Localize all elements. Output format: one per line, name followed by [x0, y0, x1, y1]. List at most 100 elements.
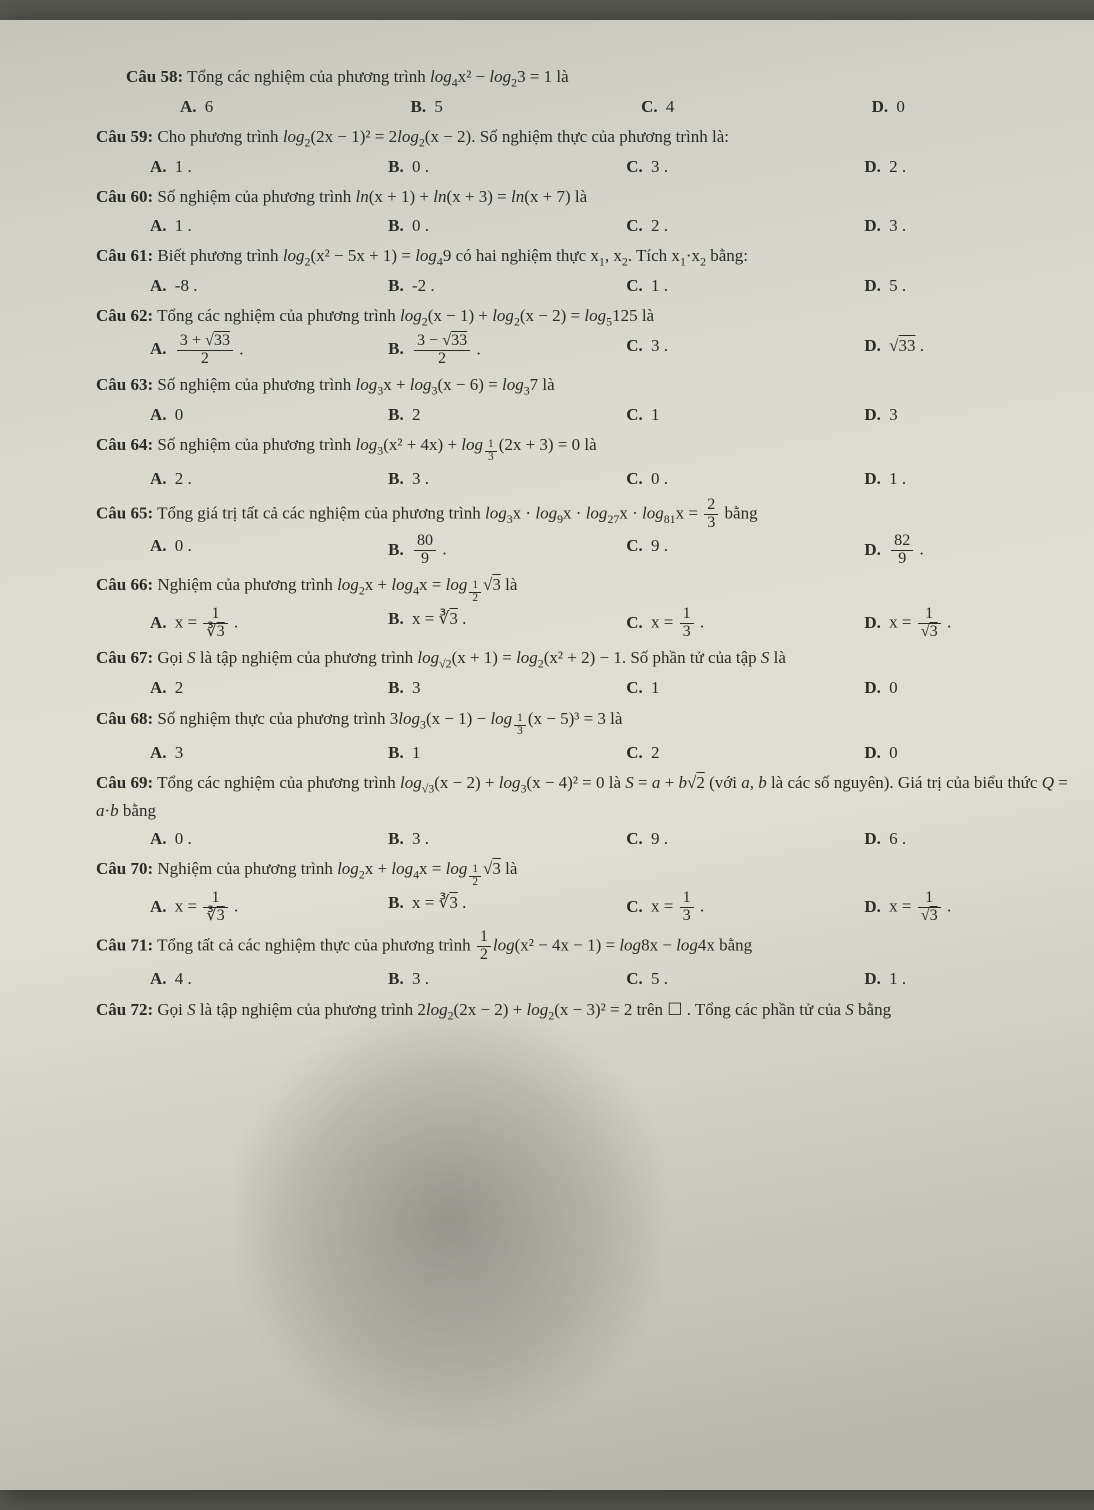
option: A. -8 . [150, 273, 376, 299]
option: B. 2 [388, 402, 614, 428]
question-list: Câu 58: Tổng các nghiệm của phương trình… [90, 64, 1090, 1024]
option: C. 3 . [626, 333, 852, 368]
options-row: A. x = 1∛3 . B. x = ∛3 . C. x = 13 . D. x =… [150, 606, 1090, 641]
option: D. 6 . [864, 826, 1090, 852]
option: C. x = 13 . [626, 606, 852, 641]
option: D. 1 . [864, 466, 1090, 492]
option: B. 809 . [388, 533, 614, 568]
option: D. 0 [864, 675, 1090, 701]
option: C. 2 [626, 740, 852, 766]
question: Câu 69: Tổng các nghiệm của phương trình… [90, 770, 1090, 853]
question-stem: Câu 63: Số nghiệm của phương trình log3x… [96, 372, 1090, 400]
option: A. 0 . [150, 826, 376, 852]
question-stem: Câu 58: Tổng các nghiệm của phương trình… [126, 64, 1090, 92]
question-stem: Câu 59: Cho phương trình log2(2x − 1)² =… [96, 124, 1090, 152]
option: B. x = ∛3 . [388, 890, 614, 925]
exam-page: Câu 58: Tổng các nghiệm của phương trình… [0, 20, 1094, 1490]
option: C. 2 . [626, 213, 852, 239]
question-stem: Câu 72: Gọi S là tập nghiệm của phương t… [96, 997, 1090, 1025]
option: D. 0 [872, 94, 1090, 120]
option: D. x = 1√3 . [864, 606, 1090, 641]
option: A. 0 . [150, 533, 376, 568]
option: B. 1 [388, 740, 614, 766]
option: C. 4 [641, 94, 859, 120]
question: Câu 64: Số nghiệm của phương trình log3(… [90, 432, 1090, 492]
option: A. 3 + √332 . [150, 333, 376, 368]
question-stem: Câu 71: Tổng tất cả các nghiệm thực của … [96, 929, 1090, 964]
question-stem: Câu 69: Tổng các nghiệm của phương trình… [96, 770, 1090, 824]
question-stem: Câu 61: Biết phương trình log2(x² − 5x +… [96, 243, 1090, 271]
option: C. 1 [626, 402, 852, 428]
option: D. 2 . [864, 154, 1090, 180]
question: Câu 58: Tổng các nghiệm của phương trình… [120, 64, 1090, 120]
option: C. 0 . [626, 466, 852, 492]
option: C. 9 . [626, 826, 852, 852]
options-row: A. -8 .B. -2 .C. 1 .D. 5 . [150, 273, 1090, 299]
option: D. 0 [864, 740, 1090, 766]
question: Câu 68: Số nghiệm thực của phương trình … [90, 706, 1090, 766]
question: Câu 59: Cho phương trình log2(2x − 1)² =… [90, 124, 1090, 180]
option: A. 1 . [150, 213, 376, 239]
question: Câu 71: Tổng tất cả các nghiệm thực của … [90, 929, 1090, 992]
options-row: A. 6 B. 5 C. 4 D. 0 [180, 94, 1090, 120]
option: B. 0 . [388, 213, 614, 239]
options-row: A. 0 B. 2 C. 1 D. 3 [150, 402, 1090, 428]
options-row: A. 0 . B. 809 . C. 9 . D. 829 . [150, 533, 1090, 568]
option: D. 829 . [864, 533, 1090, 568]
question: Câu 72: Gọi S là tập nghiệm của phương t… [90, 997, 1090, 1025]
option: D. x = 1√3 . [864, 890, 1090, 925]
question-stem: Câu 66: Nghiệm của phương trình log2x + … [96, 572, 1090, 604]
options-row: A. 2 . B. 3 . C. 0 . D. 1 . [150, 466, 1090, 492]
question: Câu 63: Số nghiệm của phương trình log3x… [90, 372, 1090, 428]
option: B. 3 [388, 675, 614, 701]
option: B. 3 . [388, 466, 614, 492]
options-row: A. 2 B. 3 C. 1 D. 0 [150, 675, 1090, 701]
options-row: A. 1 .B. 0 .C. 2 .D. 3 . [150, 213, 1090, 239]
question: Câu 70: Nghiệm của phương trình log2x + … [90, 856, 1090, 925]
question-stem: Câu 62: Tổng các nghiệm của phương trình… [96, 303, 1090, 331]
question: Câu 60: Số nghiệm của phương trình ln(x … [90, 184, 1090, 239]
question-stem: Câu 70: Nghiệm của phương trình log2x + … [96, 856, 1090, 888]
options-row: A. x = 1∛3 . B. x = ∛3 . C. x = 13 . D. x =… [150, 890, 1090, 925]
option: C. 1 [626, 675, 852, 701]
option: D. 3 [864, 402, 1090, 428]
question: Câu 67: Gọi S là tập nghiệm của phương t… [90, 645, 1090, 701]
option: A. 6 [180, 94, 398, 120]
option: B. 3 . [388, 966, 614, 992]
option: B. 3 . [388, 826, 614, 852]
option: D. 1 . [864, 966, 1090, 992]
option: C. 3 . [626, 154, 852, 180]
question-stem: Câu 60: Số nghiệm của phương trình ln(x … [96, 184, 1090, 210]
option: B. -2 . [388, 273, 614, 299]
option: D. 5 . [864, 273, 1090, 299]
option: A. 4 . [150, 966, 376, 992]
option: D. √33 . [864, 333, 1090, 368]
option: A. 3 [150, 740, 376, 766]
question: Câu 65: Tổng giá trị tất cả các nghiệm c… [90, 497, 1090, 569]
options-row: A. 3 B. 1 C. 2 D. 0 [150, 740, 1090, 766]
question: Câu 62: Tổng các nghiệm của phương trình… [90, 303, 1090, 368]
option: A. x = 1∛3 . [150, 890, 376, 925]
option: B. x = ∛3 . [388, 606, 614, 641]
question: Câu 66: Nghiệm của phương trình log2x + … [90, 572, 1090, 641]
option: A. 0 [150, 402, 376, 428]
options-row: A. 4 . B. 3 . C. 5 . D. 1 . [150, 966, 1090, 992]
question-stem: Câu 64: Số nghiệm của phương trình log3(… [96, 432, 1090, 464]
question-stem: Câu 67: Gọi S là tập nghiệm của phương t… [96, 645, 1090, 673]
option: A. 2 . [150, 466, 376, 492]
option: B. 5 [411, 94, 629, 120]
options-row: A. 3 + √332 . B. 3 − √332 . C. 3 . D. √33 . [150, 333, 1090, 368]
question-stem: Câu 68: Số nghiệm thực của phương trình … [96, 706, 1090, 738]
options-row: A. 0 . B. 3 . C. 9 . D. 6 . [150, 826, 1090, 852]
photo-shadow [240, 1010, 660, 1430]
option: C. 9 . [626, 533, 852, 568]
option: B. 3 − √332 . [388, 333, 614, 368]
option: A. x = 1∛3 . [150, 606, 376, 641]
options-row: A. 1 .B. 0 .C. 3 .D. 2 . [150, 154, 1090, 180]
option: B. 0 . [388, 154, 614, 180]
option: C. x = 13 . [626, 890, 852, 925]
option: C. 5 . [626, 966, 852, 992]
question-stem: Câu 65: Tổng giá trị tất cả các nghiệm c… [96, 497, 1090, 532]
question: Câu 61: Biết phương trình log2(x² − 5x +… [90, 243, 1090, 299]
option: A. 2 [150, 675, 376, 701]
